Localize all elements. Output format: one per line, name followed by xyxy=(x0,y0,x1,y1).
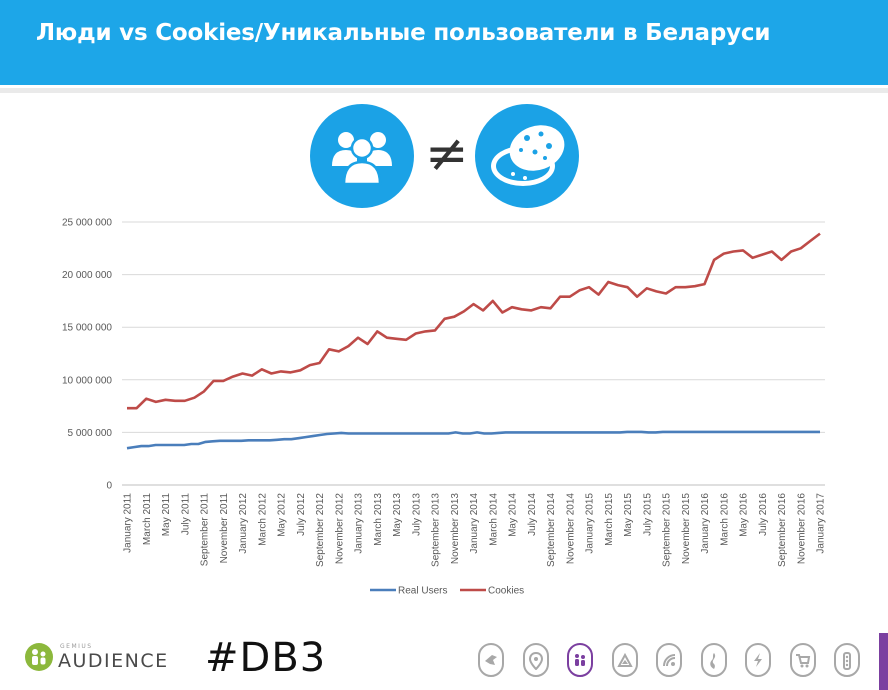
flame-icon[interactable] xyxy=(701,643,727,677)
pointer-icon[interactable] xyxy=(478,643,504,677)
x-tick-label: November 2011 xyxy=(219,493,230,564)
x-tick-label: January 2016 xyxy=(700,493,711,554)
x-tick-label: November 2014 xyxy=(565,493,576,565)
x-tick-label: January 2011 xyxy=(123,493,134,553)
y-tick-label: 5 000 000 xyxy=(68,428,113,439)
x-tick-label: January 2017 xyxy=(816,493,827,554)
x-tick-label: November 2016 xyxy=(796,493,807,565)
x-tick-label: July 2012 xyxy=(296,493,307,536)
people-nav-icon[interactable] xyxy=(567,643,593,677)
cart-icon[interactable] xyxy=(790,643,816,677)
x-tick-label: January 2015 xyxy=(585,493,596,554)
remote-icon[interactable] xyxy=(834,643,860,677)
side-accent-bar xyxy=(879,633,888,690)
x-tick-label: July 2011 xyxy=(180,493,191,536)
header-bar: Люди vs Cookies/Уникальные пользователи … xyxy=(0,0,888,85)
x-tick-label: March 2015 xyxy=(604,493,615,546)
x-tick-label: January 2013 xyxy=(354,493,365,554)
map-pin-icon[interactable] xyxy=(523,643,549,677)
x-tick-label: May 2012 xyxy=(277,493,288,537)
y-tick-label: 10 000 000 xyxy=(62,375,112,386)
hashtag: #DB3 xyxy=(205,635,327,681)
x-tick-label: July 2015 xyxy=(642,493,653,536)
x-tick-label: September 2012 xyxy=(315,493,326,567)
x-tick-label: March 2013 xyxy=(373,493,384,546)
x-tick-label: May 2011 xyxy=(161,493,172,537)
series-line-cookies xyxy=(127,232,821,410)
x-tick-label: May 2013 xyxy=(392,493,403,537)
logo-small-text: GEMIUS xyxy=(60,643,93,650)
bolt-icon[interactable] xyxy=(745,643,771,677)
x-tick-label: July 2013 xyxy=(411,493,422,536)
legend-label: Cookies xyxy=(488,586,524,597)
section-nav xyxy=(478,643,860,681)
y-tick-label: 0 xyxy=(106,481,112,492)
x-tick-label: September 2013 xyxy=(431,493,442,567)
not-equal-symbol: ≠ xyxy=(425,124,469,184)
x-tick-label: September 2011 xyxy=(200,493,211,567)
x-tick-label: January 2012 xyxy=(238,493,249,554)
x-tick-label: November 2012 xyxy=(334,493,345,565)
x-tick-label: July 2014 xyxy=(527,493,538,536)
page-title: Люди vs Cookies/Уникальные пользователи … xyxy=(36,20,771,46)
legend-label: Real Users xyxy=(398,586,447,597)
x-tick-label: March 2011 xyxy=(142,493,153,546)
x-tick-label: May 2014 xyxy=(508,493,519,537)
logo-text: AUDIENCE xyxy=(58,650,169,672)
x-tick-label: September 2014 xyxy=(546,493,557,567)
header-divider xyxy=(0,88,888,93)
x-tick-label: May 2015 xyxy=(623,493,634,537)
x-tick-label: March 2014 xyxy=(488,493,499,546)
x-tick-label: September 2015 xyxy=(662,493,673,567)
x-tick-label: January 2014 xyxy=(469,493,480,554)
x-tick-label: September 2016 xyxy=(777,493,788,567)
chart-icon[interactable] xyxy=(612,643,638,677)
x-tick-label: July 2016 xyxy=(758,493,769,536)
x-tick-label: November 2015 xyxy=(681,493,692,565)
y-tick-label: 25 000 000 xyxy=(62,218,112,229)
x-tick-label: March 2012 xyxy=(257,493,268,546)
audience-logo xyxy=(24,642,54,677)
line-chart: 0 5 000 000 10 000 000 15 000 000 20 000 000… xyxy=(62,218,827,597)
y-tick-label: 20 000 000 xyxy=(62,270,112,281)
cookie-icon xyxy=(475,104,579,208)
x-tick-label: March 2016 xyxy=(719,493,730,546)
x-tick-label: November 2013 xyxy=(450,493,461,565)
y-tick-label: 15 000 000 xyxy=(62,323,112,334)
x-tick-label: May 2016 xyxy=(739,493,750,537)
signal-icon[interactable] xyxy=(656,643,682,677)
people-icon xyxy=(310,104,414,208)
series-line-real-users xyxy=(126,430,820,450)
